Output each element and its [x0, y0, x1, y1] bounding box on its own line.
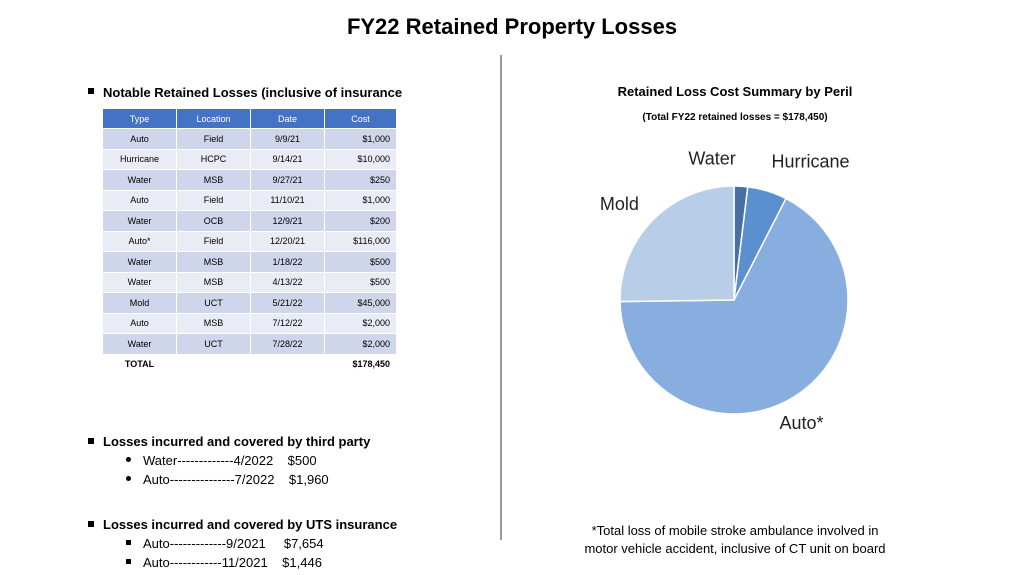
vertical-divider — [500, 55, 502, 540]
cell-location: Field — [176, 230, 251, 252]
table-row: Water MSB 9/27/21 $250 — [102, 169, 397, 191]
cell-cost: $10,000 — [324, 148, 397, 170]
round-bullet-icon — [126, 457, 131, 463]
uts-item-text: Auto-------------9/2021 $7,654 — [143, 536, 324, 551]
cell-type: Auto* — [102, 230, 177, 252]
square-bullet-icon — [88, 437, 94, 444]
pie-label-hurricane: Hurricane — [772, 152, 850, 172]
table-row: Water MSB 4/13/22 $500 — [102, 271, 397, 293]
cell-date: 12/9/21 — [250, 210, 325, 232]
chart-title: Retained Loss Cost Summary by Peril — [617, 84, 853, 99]
cell-type: Water — [102, 333, 177, 355]
footnote: *Total loss of mobile stroke ambulance i… — [584, 523, 886, 556]
cell-location: Field — [176, 128, 251, 150]
cell-cost: $2,000 — [324, 312, 397, 334]
table-row: Water OCB 12/9/21 $200 — [102, 210, 397, 232]
table-row: Water UCT 7/28/22 $2,000 — [102, 333, 397, 355]
total-empty-cell — [250, 353, 325, 375]
cell-date: 9/14/21 — [250, 148, 325, 170]
total-label: TOTAL — [102, 353, 177, 375]
cell-location: MSB — [176, 312, 251, 334]
cell-location: MSB — [176, 169, 251, 191]
slide-title: FY22 Retained Property Losses — [346, 14, 678, 39]
cell-cost: $500 — [324, 251, 397, 273]
cell-location: OCB — [176, 210, 251, 232]
cell-type: Auto — [102, 128, 177, 150]
third-party-heading: Losses incurred and covered by third par… — [103, 434, 371, 449]
cell-cost: $1,000 — [324, 128, 397, 150]
cell-location: UCT — [176, 292, 251, 314]
header-cost: Cost — [324, 108, 397, 129]
round-bullet-icon — [126, 476, 131, 482]
square-bullet-icon — [126, 559, 131, 565]
uts-heading: Losses incurred and covered by UTS insur… — [103, 517, 398, 532]
cell-cost: $1,000 — [324, 189, 397, 211]
cell-date: 1/18/22 — [250, 251, 325, 273]
pie-label-auto: Auto* — [779, 413, 823, 433]
peril-pie-chart: Water Hurricane Auto* Mold — [600, 150, 850, 433]
cell-location: UCT — [176, 333, 251, 355]
third-party-item-text: Auto---------------7/2022 $1,960 — [143, 472, 329, 487]
cell-cost: $2,000 — [324, 333, 397, 355]
cell-date: 5/21/22 — [250, 292, 325, 314]
table-row: Water MSB 1/18/22 $500 — [102, 251, 397, 273]
cell-type: Water — [102, 251, 177, 273]
cell-location: HCPC — [176, 148, 251, 170]
table-row: Auto Field 9/9/21 $1,000 — [102, 128, 397, 150]
total-empty-cell — [176, 353, 251, 375]
third-party-item: Auto---------------7/2022 $1,960 — [126, 472, 329, 487]
cell-date: 7/12/22 — [250, 312, 325, 334]
cell-location: MSB — [176, 271, 251, 293]
total-value: $178,450 — [324, 353, 397, 375]
cell-cost: $500 — [324, 271, 397, 293]
cell-date: 9/9/21 — [250, 128, 325, 150]
third-party-item: Water-------------4/2022 $500 — [126, 453, 317, 468]
square-bullet-icon — [88, 520, 94, 527]
cell-cost: $250 — [324, 169, 397, 191]
cell-date: 12/20/21 — [250, 230, 325, 252]
cell-date: 11/10/21 — [250, 189, 325, 211]
cell-type: Mold — [102, 292, 177, 314]
pie-slice-auto — [619, 197, 849, 415]
cell-cost: $200 — [324, 210, 397, 232]
chart-subtitle: (Total FY22 retained losses = $178,450) — [642, 112, 828, 123]
table-row: Mold UCT 5/21/22 $45,000 — [102, 292, 397, 314]
cell-cost: $116,000 — [324, 230, 397, 252]
cell-type: Water — [102, 210, 177, 232]
cell-location: MSB — [176, 251, 251, 273]
cell-type: Water — [102, 169, 177, 191]
third-party-bullet: Losses incurred and covered by third par… — [88, 434, 370, 449]
pie-slice-mold — [619, 185, 735, 303]
table-row: Auto* Field 12/20/21 $116,000 — [102, 230, 397, 252]
table-row: Hurricane HCPC 9/14/21 $10,000 — [102, 148, 397, 170]
header-location: Location — [176, 108, 251, 129]
cell-date: 7/28/22 — [250, 333, 325, 355]
square-bullet-icon — [88, 88, 94, 94]
pie-label-water: Water — [688, 150, 735, 168]
cell-date: 4/13/22 — [250, 271, 325, 293]
cell-type: Auto — [102, 312, 177, 334]
uts-item: Auto-------------9/2021 $7,654 — [126, 536, 324, 551]
pie-label-mold: Mold — [600, 194, 639, 214]
table-row: Auto MSB 7/12/22 $2,000 — [102, 312, 397, 334]
cell-location: Field — [176, 189, 251, 211]
cell-type: Auto — [102, 189, 177, 211]
table-row: Auto Field 11/10/21 $1,000 — [102, 189, 397, 211]
third-party-item-text: Water-------------4/2022 $500 — [143, 453, 317, 468]
cell-type: Hurricane — [102, 148, 177, 170]
table-total-row: TOTAL $178,450 — [102, 353, 397, 375]
notable-losses-bullet: Notable Retained Losses (inclusive of in… — [88, 86, 403, 101]
cell-cost: $45,000 — [324, 292, 397, 314]
cell-date: 9/27/21 — [250, 169, 325, 191]
uts-item: Auto------------11/2021 $1,446 — [126, 555, 322, 570]
cell-type: Water — [102, 271, 177, 293]
uts-item-text: Auto------------11/2021 $1,446 — [143, 555, 322, 570]
square-bullet-icon — [126, 540, 131, 546]
notable-losses-heading: Notable Retained Losses (inclusive of in… — [103, 86, 403, 101]
losses-table: Type Location Date Cost Auto Field 9/9/21 $… — [102, 108, 397, 375]
uts-bullet: Losses incurred and covered by UTS insur… — [88, 517, 397, 532]
header-date: Date — [250, 108, 325, 129]
header-type: Type — [102, 108, 177, 129]
table-header-row: Type Location Date Cost — [102, 108, 397, 129]
